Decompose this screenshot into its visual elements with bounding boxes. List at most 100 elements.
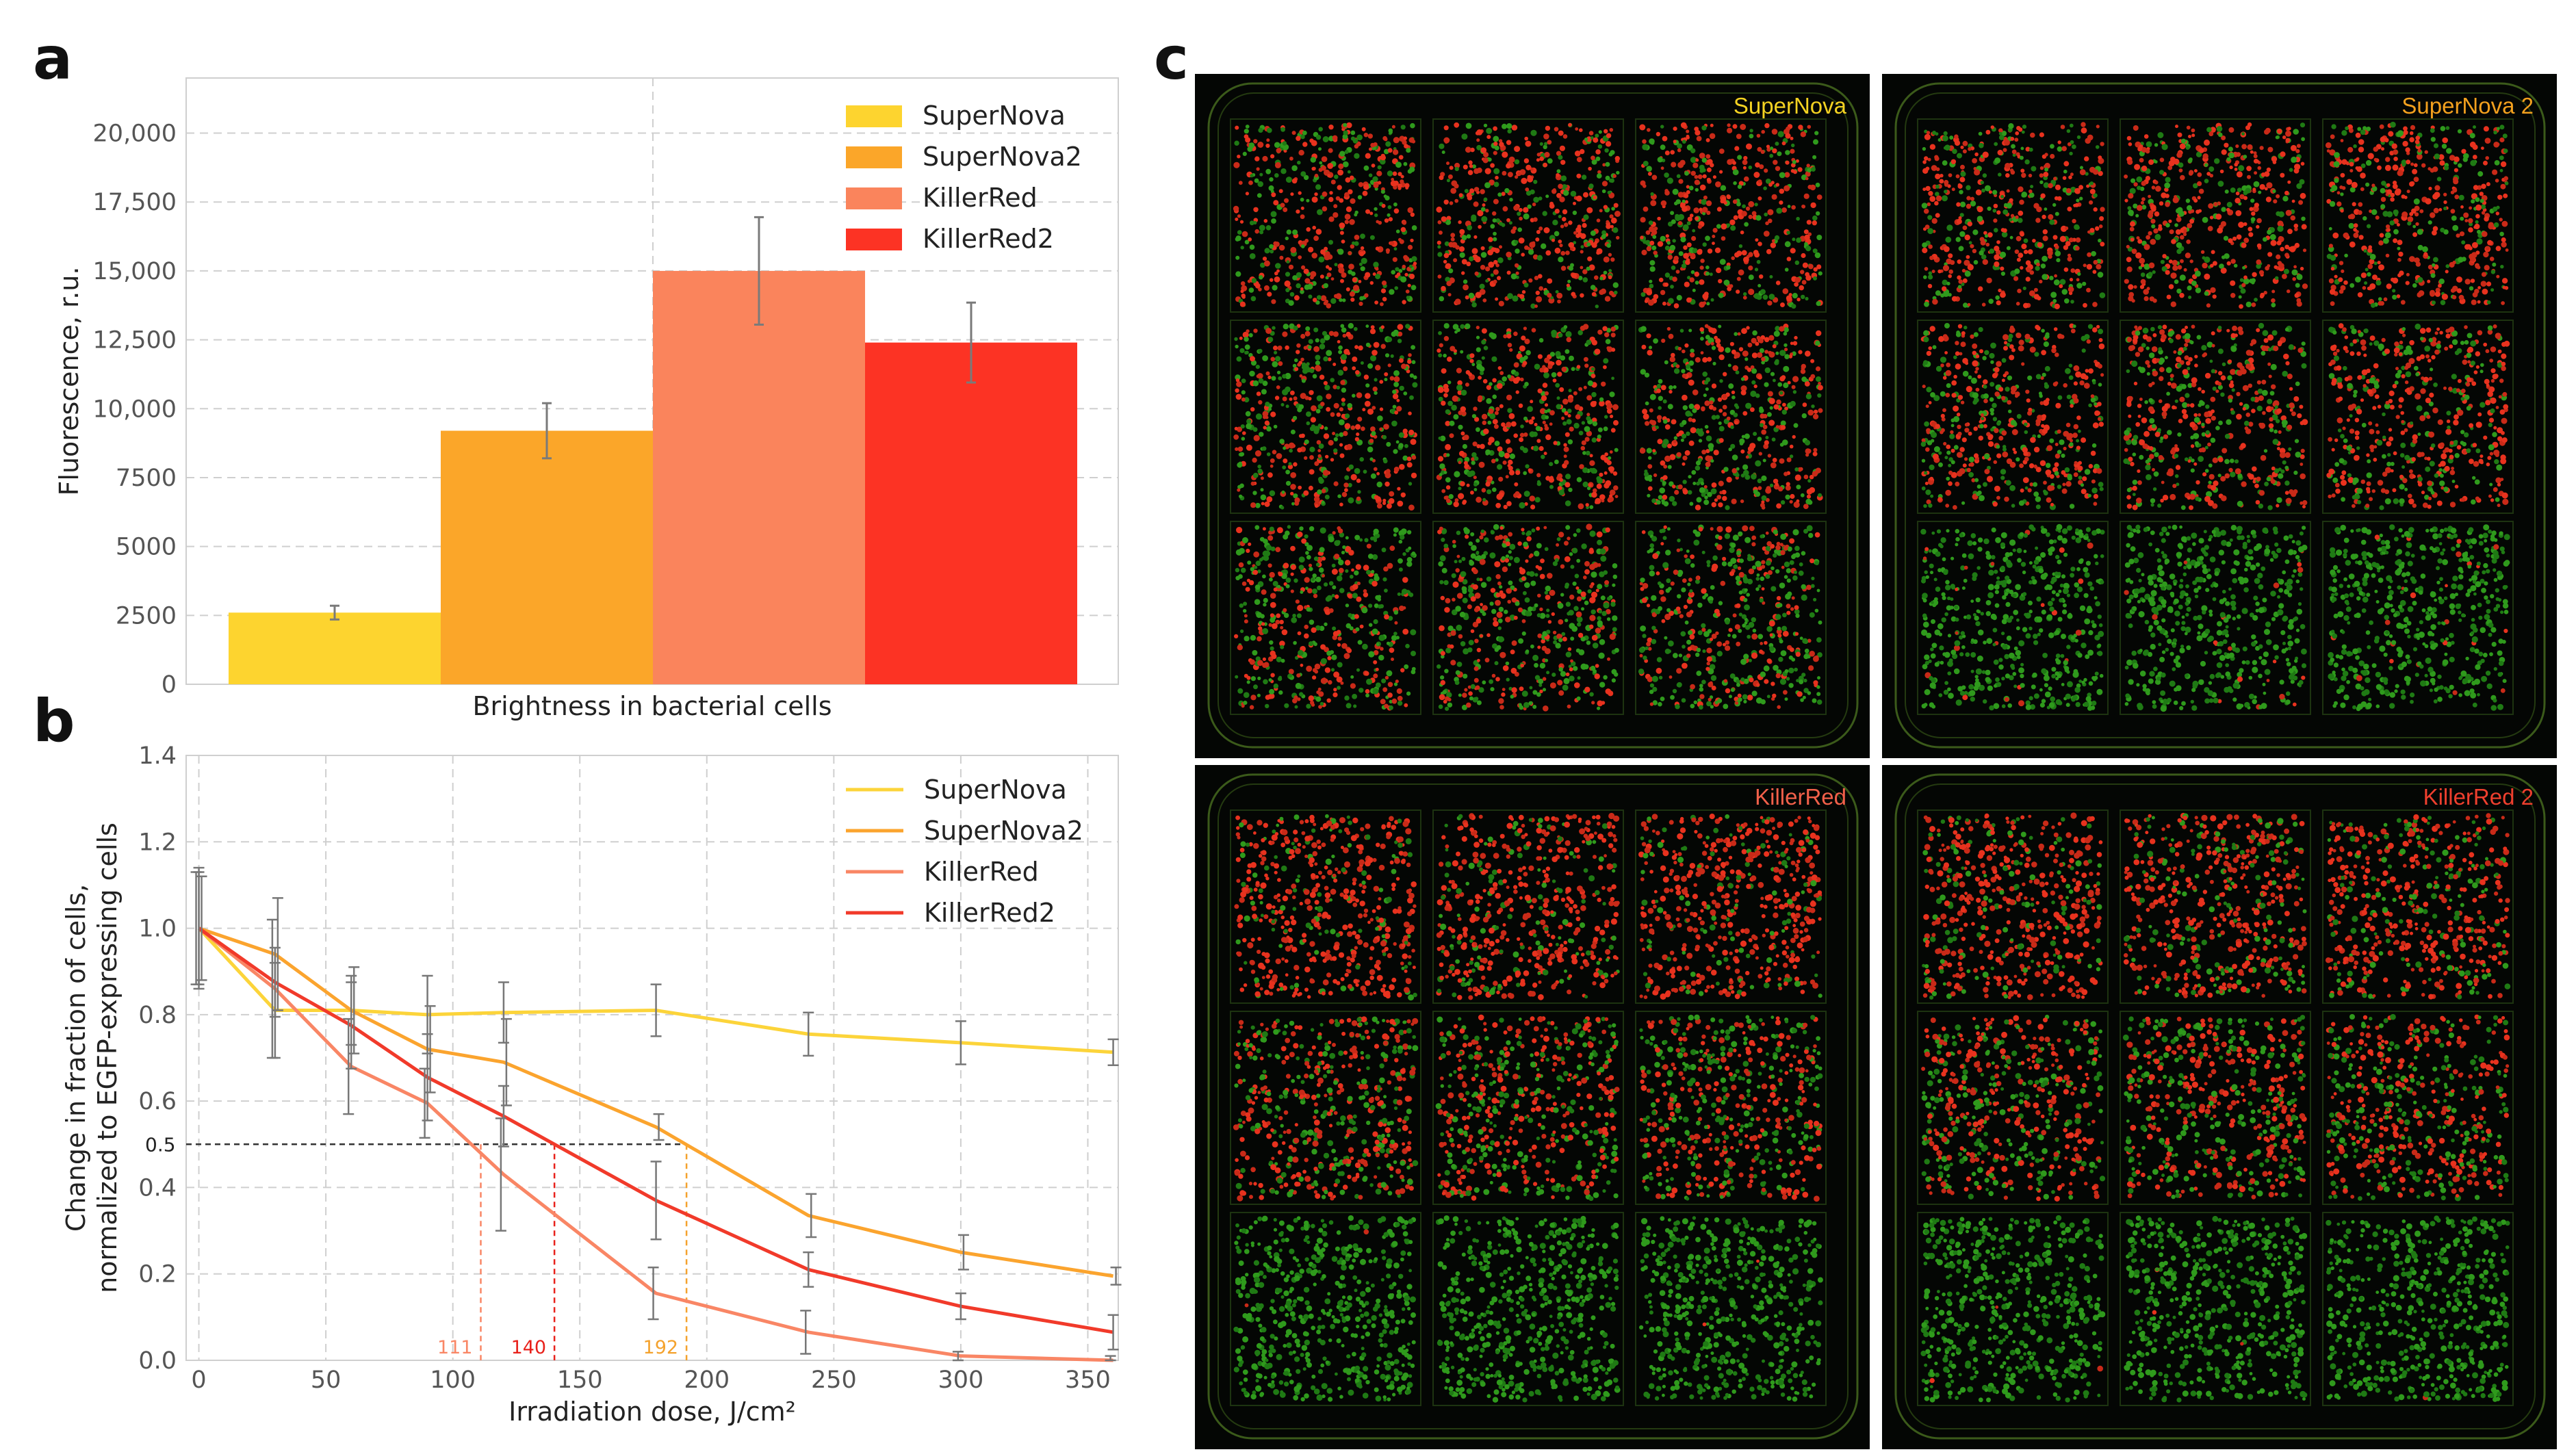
well (1230, 521, 1421, 715)
colony-dot (1783, 561, 1790, 567)
colony-dot (1576, 365, 1581, 369)
colony-dot (1670, 211, 1675, 216)
colony-dot (1775, 351, 1779, 355)
colony-dot (1564, 482, 1571, 488)
colony-dot (1356, 668, 1360, 672)
colony-dot (1792, 376, 1799, 383)
colony-dot (1477, 658, 1480, 662)
colony-dot (1762, 294, 1768, 300)
colony-dot (1507, 374, 1512, 378)
colony-dot (1706, 662, 1710, 666)
colony-dot (1384, 675, 1389, 680)
colony-dot (1558, 667, 1563, 672)
plate-outline (1894, 82, 2546, 749)
colony-dot (1490, 530, 1494, 534)
colony-dot (1609, 633, 1616, 640)
colony-dot (1763, 186, 1767, 190)
colony-dot (1437, 240, 1441, 245)
colony-dot (1697, 602, 1703, 608)
colony-dot (1250, 635, 1257, 641)
colony-dot (1604, 580, 1610, 585)
colony-dot (1605, 527, 1610, 533)
colony-dot (1688, 328, 1692, 333)
colony-dot (1743, 257, 1749, 263)
colony-dot (1476, 363, 1482, 370)
colony-dot (1368, 623, 1373, 627)
colony-dot (1716, 224, 1721, 229)
colony-dot (1317, 454, 1322, 458)
colony-dot (1788, 354, 1793, 359)
colony-dot (1749, 677, 1754, 683)
colony-dot (1772, 458, 1777, 463)
colony-dot (1263, 426, 1267, 430)
colony-dot (1292, 363, 1297, 368)
colony-dot (1369, 211, 1374, 216)
colony-dot (1511, 687, 1517, 693)
colony-dot (1774, 360, 1779, 365)
colony-dot (1307, 345, 1312, 350)
colony-dot (1499, 705, 1504, 710)
colony-dot (1440, 595, 1445, 601)
colony-dot (1354, 210, 1358, 215)
colony-dot (1370, 426, 1376, 432)
colony-dot (1367, 409, 1374, 415)
colony-dot (1558, 183, 1563, 190)
colony-dot (1649, 683, 1654, 688)
colony-dot (1803, 528, 1808, 534)
colony-dot (1408, 264, 1413, 269)
colony-dot (1813, 413, 1819, 419)
colony-dot (1784, 268, 1789, 272)
colony-dot (1726, 265, 1731, 270)
colony-dot (1372, 536, 1378, 541)
colony-dot (1268, 678, 1272, 682)
colony-dot (1441, 537, 1445, 543)
colony-dot (1712, 228, 1718, 233)
colony-dot (1709, 599, 1713, 604)
colony-dot (1713, 450, 1719, 456)
colony-dot (1367, 363, 1374, 369)
colony-dot (1547, 364, 1553, 370)
colony-dot (1338, 345, 1343, 350)
colony-dot (1567, 647, 1572, 651)
colony-dot (1326, 272, 1332, 277)
colony-dot (1312, 675, 1317, 680)
colony-dot (1755, 560, 1762, 567)
colony-dot (1807, 409, 1814, 416)
colony-dot (1597, 329, 1603, 335)
colony-dot (1373, 467, 1378, 471)
colony-dot (1250, 502, 1257, 508)
colony-dot (1293, 640, 1297, 645)
colony-dot (1695, 216, 1699, 221)
colony-dot (1711, 686, 1716, 690)
colony-dot (1285, 584, 1290, 588)
colony-dot (1348, 464, 1354, 470)
colony-dot (1491, 356, 1497, 362)
colony-dot (1473, 666, 1479, 671)
colony-dot (1542, 688, 1547, 692)
colony-dot (1407, 244, 1413, 250)
colony-dot (1723, 703, 1729, 710)
colony-dot (1804, 350, 1811, 357)
colony-dot (1377, 181, 1382, 185)
colony-dot (1373, 673, 1378, 679)
colony-dot (1658, 406, 1662, 410)
colony-dot (1987, 232, 1993, 238)
colony-dot (1471, 414, 1477, 419)
colony-dot (1302, 142, 1308, 147)
colony-dot (1706, 302, 1710, 306)
colony-dot (1267, 472, 1273, 478)
colony-dot (1266, 452, 1271, 456)
colony-dot (1292, 613, 1296, 618)
colony-dot (1469, 188, 1475, 194)
colony-dot (1279, 255, 1284, 260)
colony-dot (1280, 506, 1285, 510)
colony-dot (1332, 692, 1338, 698)
colony-dot (2002, 228, 2007, 233)
colony-dot (1555, 290, 1559, 294)
colony-dot (1467, 224, 1473, 231)
colony-dot (1731, 349, 1736, 354)
colony-dot (1506, 422, 1512, 428)
colony-dot (1568, 220, 1573, 225)
colony-dot (1779, 200, 1783, 205)
colony-dot (1795, 159, 1799, 163)
